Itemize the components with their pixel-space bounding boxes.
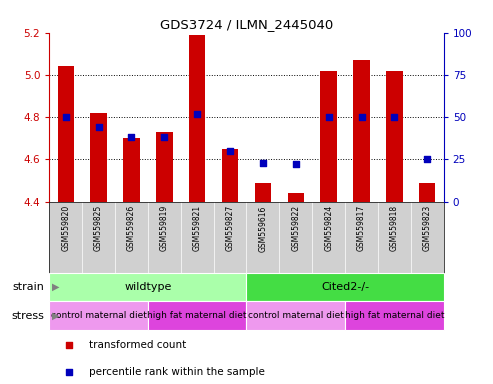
- Point: [423, 156, 431, 162]
- Text: GSM559821: GSM559821: [193, 205, 202, 251]
- Point: [325, 114, 333, 120]
- Bar: [49, 273, 247, 301]
- Point: [422, 247, 430, 253]
- Text: GSM559817: GSM559817: [357, 205, 366, 252]
- Point: [95, 124, 103, 130]
- Bar: [419, 183, 435, 202]
- Point: [128, 134, 136, 141]
- Text: strain: strain: [12, 282, 44, 292]
- Bar: [287, 193, 304, 202]
- Bar: [49, 301, 148, 330]
- Point: [357, 114, 365, 120]
- Text: wildtype: wildtype: [124, 282, 172, 292]
- Point: [193, 111, 201, 117]
- Bar: [246, 273, 444, 301]
- Text: high fat maternal diet: high fat maternal diet: [345, 311, 444, 320]
- Text: ▶: ▶: [52, 282, 59, 292]
- Text: GSM559820: GSM559820: [61, 205, 70, 252]
- Text: GSM559823: GSM559823: [423, 205, 432, 252]
- Point: [390, 114, 398, 120]
- Bar: [58, 66, 74, 202]
- Bar: [345, 301, 444, 330]
- Point: [292, 161, 300, 167]
- Bar: [148, 301, 246, 330]
- Text: Cited2-/-: Cited2-/-: [321, 282, 369, 292]
- Bar: [123, 138, 140, 202]
- Point: [160, 134, 168, 141]
- Text: GSM559824: GSM559824: [324, 205, 333, 252]
- Text: GSM559822: GSM559822: [291, 205, 300, 251]
- Text: transformed count: transformed count: [89, 340, 186, 350]
- Bar: [246, 301, 345, 330]
- Bar: [189, 35, 206, 202]
- Bar: [222, 149, 238, 202]
- Point: [226, 148, 234, 154]
- Point: [259, 160, 267, 166]
- Text: stress: stress: [11, 311, 44, 321]
- Bar: [353, 60, 370, 202]
- Bar: [156, 132, 173, 202]
- Text: GSM559819: GSM559819: [160, 205, 169, 252]
- Text: GSM559616: GSM559616: [258, 205, 267, 252]
- Title: GDS3724 / ILMN_2445040: GDS3724 / ILMN_2445040: [160, 18, 333, 31]
- Text: GSM559818: GSM559818: [390, 205, 399, 251]
- Bar: [320, 71, 337, 202]
- Text: control maternal diet: control maternal diet: [51, 311, 146, 320]
- Bar: [90, 113, 107, 202]
- Bar: [386, 71, 403, 202]
- Text: percentile rank within the sample: percentile rank within the sample: [89, 367, 265, 377]
- Bar: [255, 183, 271, 202]
- Text: GSM559825: GSM559825: [94, 205, 103, 252]
- Point: [422, 2, 430, 8]
- Point: [62, 114, 70, 120]
- Text: high fat maternal diet: high fat maternal diet: [147, 311, 247, 320]
- Text: GSM559827: GSM559827: [226, 205, 235, 252]
- Text: GSM559826: GSM559826: [127, 205, 136, 252]
- Text: ▶: ▶: [52, 311, 59, 321]
- Text: control maternal diet: control maternal diet: [248, 311, 344, 320]
